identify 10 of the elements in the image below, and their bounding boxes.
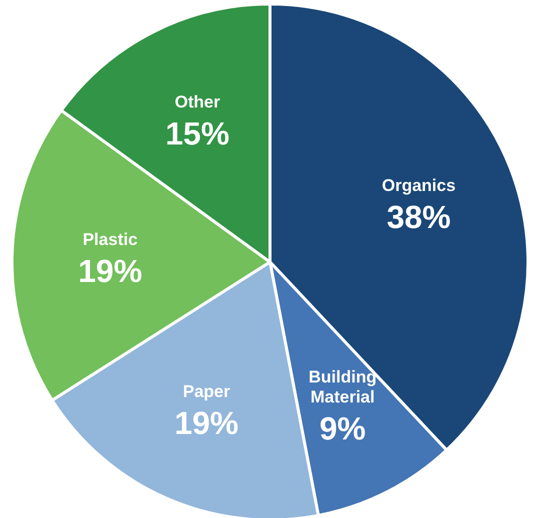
slice-label: Organics — [382, 176, 456, 196]
data-label: 19% — [174, 404, 238, 441]
data-label: 9% — [319, 410, 366, 447]
slice-label: Other — [174, 92, 220, 112]
data-label: 19% — [78, 252, 142, 289]
slice-label: Plastic — [82, 230, 138, 249]
data-label: 38% — [386, 199, 451, 236]
slice-label: Building Material — [308, 368, 377, 407]
data-label: 15% — [165, 115, 230, 152]
slice-label: Paper — [182, 382, 230, 401]
